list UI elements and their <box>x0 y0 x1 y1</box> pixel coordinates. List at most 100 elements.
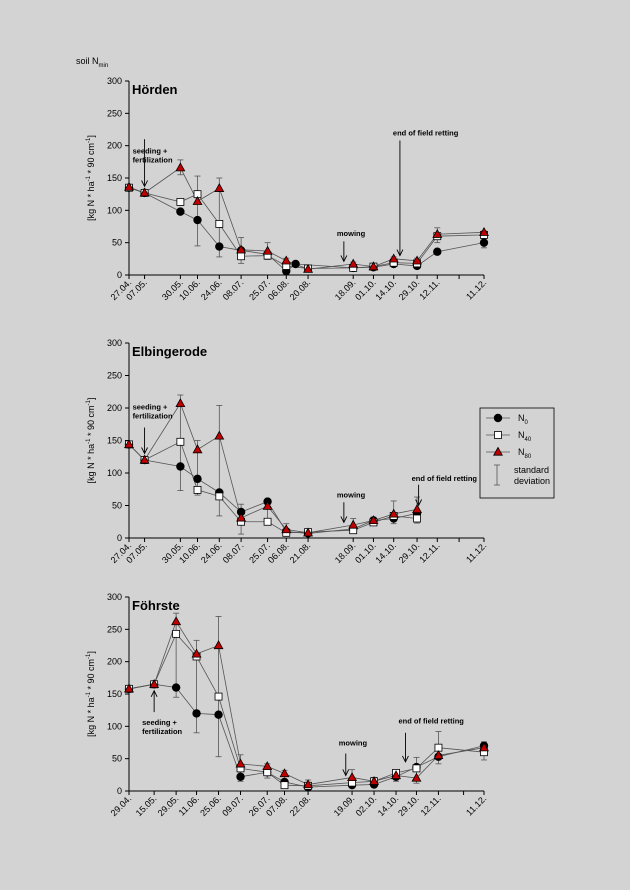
y-tick-label: 300 <box>107 76 122 86</box>
x-tick-label: 09.07. <box>220 793 245 818</box>
data-point-N40 <box>215 492 224 501</box>
x-tick-label: 15.05. <box>134 793 159 818</box>
legend-label-main: N <box>518 413 525 423</box>
annotation-label: fertilization <box>133 411 173 420</box>
annotation-label: end of field retting <box>412 474 478 483</box>
data-point-N80 <box>369 775 380 785</box>
y-axis-label-part: [kg N * ha <box>86 181 96 221</box>
data-point-N0 <box>176 207 185 216</box>
y-axis-label-part: -1 <box>86 175 92 181</box>
legend-marker <box>493 413 503 423</box>
y-tick-label: 100 <box>107 468 122 478</box>
y-axis-label-part: [kg N * ha <box>86 444 96 484</box>
annotation-label: mowing <box>339 739 368 748</box>
data-point-N80 <box>191 648 202 658</box>
x-tick-label: 12.11. <box>417 277 441 301</box>
data-point-N80 <box>412 504 423 513</box>
data-point-N80 <box>149 678 160 688</box>
annotation-label: seeding + <box>142 718 177 727</box>
legend-marker <box>493 446 503 456</box>
y-tick-label: 0 <box>117 786 122 796</box>
x-tick-label: 01.10. <box>353 540 378 565</box>
x-tick-label: 08.07. <box>221 540 246 565</box>
y-axis-label-part: ] <box>86 398 96 401</box>
y-axis-label-part: -1 <box>86 653 92 659</box>
legend-label-main: N <box>518 447 525 457</box>
data-point-N0 <box>215 242 224 251</box>
data-point-N80 <box>175 162 186 172</box>
data-point-N0 <box>291 259 300 269</box>
y-axis-label-part: * 90 cm <box>86 659 96 692</box>
x-tick-label: 21.08. <box>288 540 313 565</box>
data-point-N80 <box>236 512 247 522</box>
y-axis-label: [kg N * ha-1 * 90 cm-1] <box>86 651 96 737</box>
series-line-N80 <box>128 402 418 534</box>
annotation-arrowhead <box>141 180 148 188</box>
y-axis-label-part: -1 <box>86 137 92 143</box>
annotation-label: fertilization <box>142 727 182 736</box>
x-tick-label: 06.08. <box>266 540 291 565</box>
data-point-N80 <box>279 768 290 778</box>
y-axis-label-part: ] <box>86 651 96 654</box>
data-point-N0 <box>433 247 442 256</box>
data-point-N0 <box>192 709 201 718</box>
x-tick-label: 24.06. <box>199 540 224 565</box>
annotation-arrowhead <box>340 255 348 263</box>
data-point-N0 <box>214 710 223 719</box>
data-point-N80 <box>214 430 225 440</box>
x-tick-label: 18.09. <box>333 540 358 565</box>
annotation-label: seeding + <box>133 402 168 411</box>
data-point-N80 <box>348 258 359 268</box>
x-tick-label: 14.10. <box>376 793 401 818</box>
y-tick-label: 0 <box>117 270 122 280</box>
data-point-N80 <box>236 244 247 254</box>
series-line-N0 <box>128 683 485 788</box>
data-point-N80 <box>388 508 399 518</box>
data-point-N40 <box>176 437 185 446</box>
annotation-label: mowing <box>337 491 366 500</box>
legend-label-sub: 80 <box>525 454 532 460</box>
annotation-arrowhead <box>396 249 404 257</box>
y-tick-label: 50 <box>112 754 122 764</box>
data-point-N0 <box>193 474 202 484</box>
y-tick-label: 200 <box>107 403 122 413</box>
data-point-N80 <box>281 255 292 265</box>
legend-label-sub: 40 <box>525 437 532 443</box>
data-point-N0 <box>171 683 181 692</box>
data-point-N80 <box>479 742 489 752</box>
y-axis-label: [kg N * ha-1 * 90 cm-1] <box>86 398 96 484</box>
data-point-N0 <box>236 772 245 781</box>
data-point-N80 <box>303 527 314 537</box>
data-point-N80 <box>139 187 150 197</box>
annotation-label: seeding + <box>133 146 168 155</box>
data-point-N80 <box>412 255 423 265</box>
data-point-N80 <box>124 439 134 449</box>
x-tick-label: 29.05. <box>156 793 181 818</box>
legend-label: N0 <box>518 413 529 426</box>
x-tick-label: 29.10. <box>397 540 422 565</box>
x-tick-label: 20.08. <box>288 277 313 302</box>
annotation-arrowhead <box>402 755 409 763</box>
data-point-N40 <box>413 514 421 523</box>
annotation-arrowhead <box>150 689 158 697</box>
y-axis-label-part: -1 <box>86 438 92 444</box>
data-point-N0 <box>479 238 489 247</box>
data-point-N80 <box>281 524 292 534</box>
top-soil-label: soil Nmin <box>76 56 108 69</box>
y-tick-label: 300 <box>107 592 122 602</box>
y-tick-label: 150 <box>107 689 122 699</box>
data-point-N80 <box>391 770 402 780</box>
x-tick-label: 29.04. <box>109 793 134 818</box>
annotation-label: end of field retting <box>393 128 459 137</box>
x-tick-label: 08.07. <box>221 277 246 302</box>
x-tick-label: 14.10. <box>373 540 398 565</box>
data-point-N80 <box>262 245 273 255</box>
x-tick-label: 01.10. <box>353 277 378 302</box>
y-axis-label-part: [kg N * ha <box>86 697 96 737</box>
data-point-N80 <box>432 228 443 238</box>
data-point-N80 <box>213 640 224 650</box>
data-point-N80 <box>124 683 134 693</box>
